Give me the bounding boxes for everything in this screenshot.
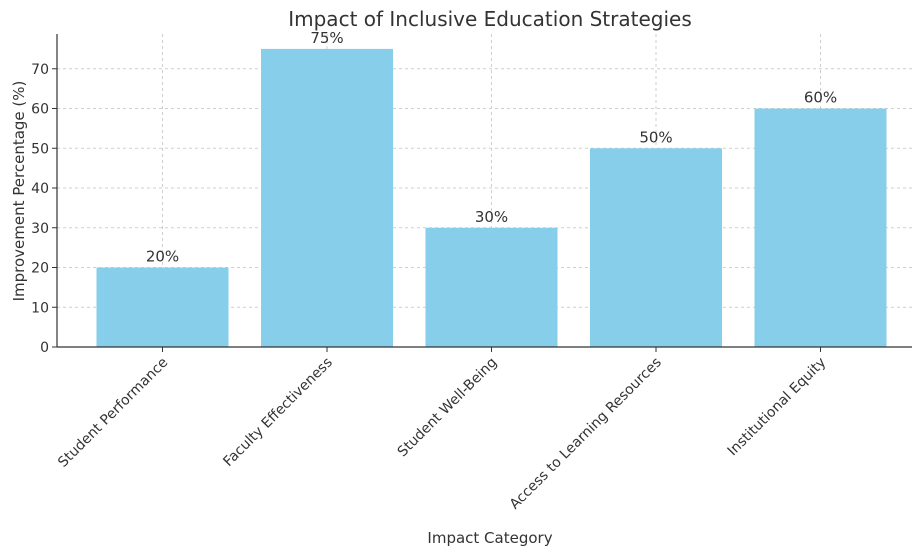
- x-tick-label: Institutional Equity: [725, 355, 830, 460]
- bar: [590, 148, 722, 347]
- y-tick-label: 60: [31, 102, 49, 118]
- x-tick-label: Faculty Effectiveness: [220, 355, 335, 470]
- y-tick-label: 70: [31, 62, 49, 78]
- bars-layer: [96, 48, 887, 348]
- bar: [754, 108, 887, 348]
- x-tick-label: Student Well-Being: [395, 355, 501, 461]
- bar-value-label: 75%: [310, 29, 343, 47]
- y-tick-label: 40: [31, 181, 49, 197]
- y-tick-label: 50: [31, 141, 49, 157]
- y-tick-label: 30: [31, 221, 49, 237]
- y-axis-label: Improvement Percentage (%): [10, 81, 28, 302]
- x-tick-label: Student Performance: [55, 355, 171, 471]
- bar-value-label: 60%: [804, 89, 837, 107]
- bar: [96, 267, 229, 347]
- axes-layer: [52, 34, 912, 352]
- bar: [425, 227, 558, 347]
- x-axis-label: Impact Category: [427, 529, 552, 547]
- x-tick-label: Access to Learning Resources: [507, 355, 665, 513]
- y-tick-label: 20: [31, 261, 49, 277]
- bar-value-label: 30%: [475, 208, 508, 226]
- y-tick-label: 0: [40, 340, 49, 356]
- bar-value-label: 20%: [146, 248, 179, 266]
- bar-value-label: 50%: [639, 128, 672, 146]
- bar: [261, 48, 393, 348]
- y-tick-label: 10: [31, 300, 49, 316]
- chart-title: Impact of Inclusive Education Strategies: [288, 7, 692, 31]
